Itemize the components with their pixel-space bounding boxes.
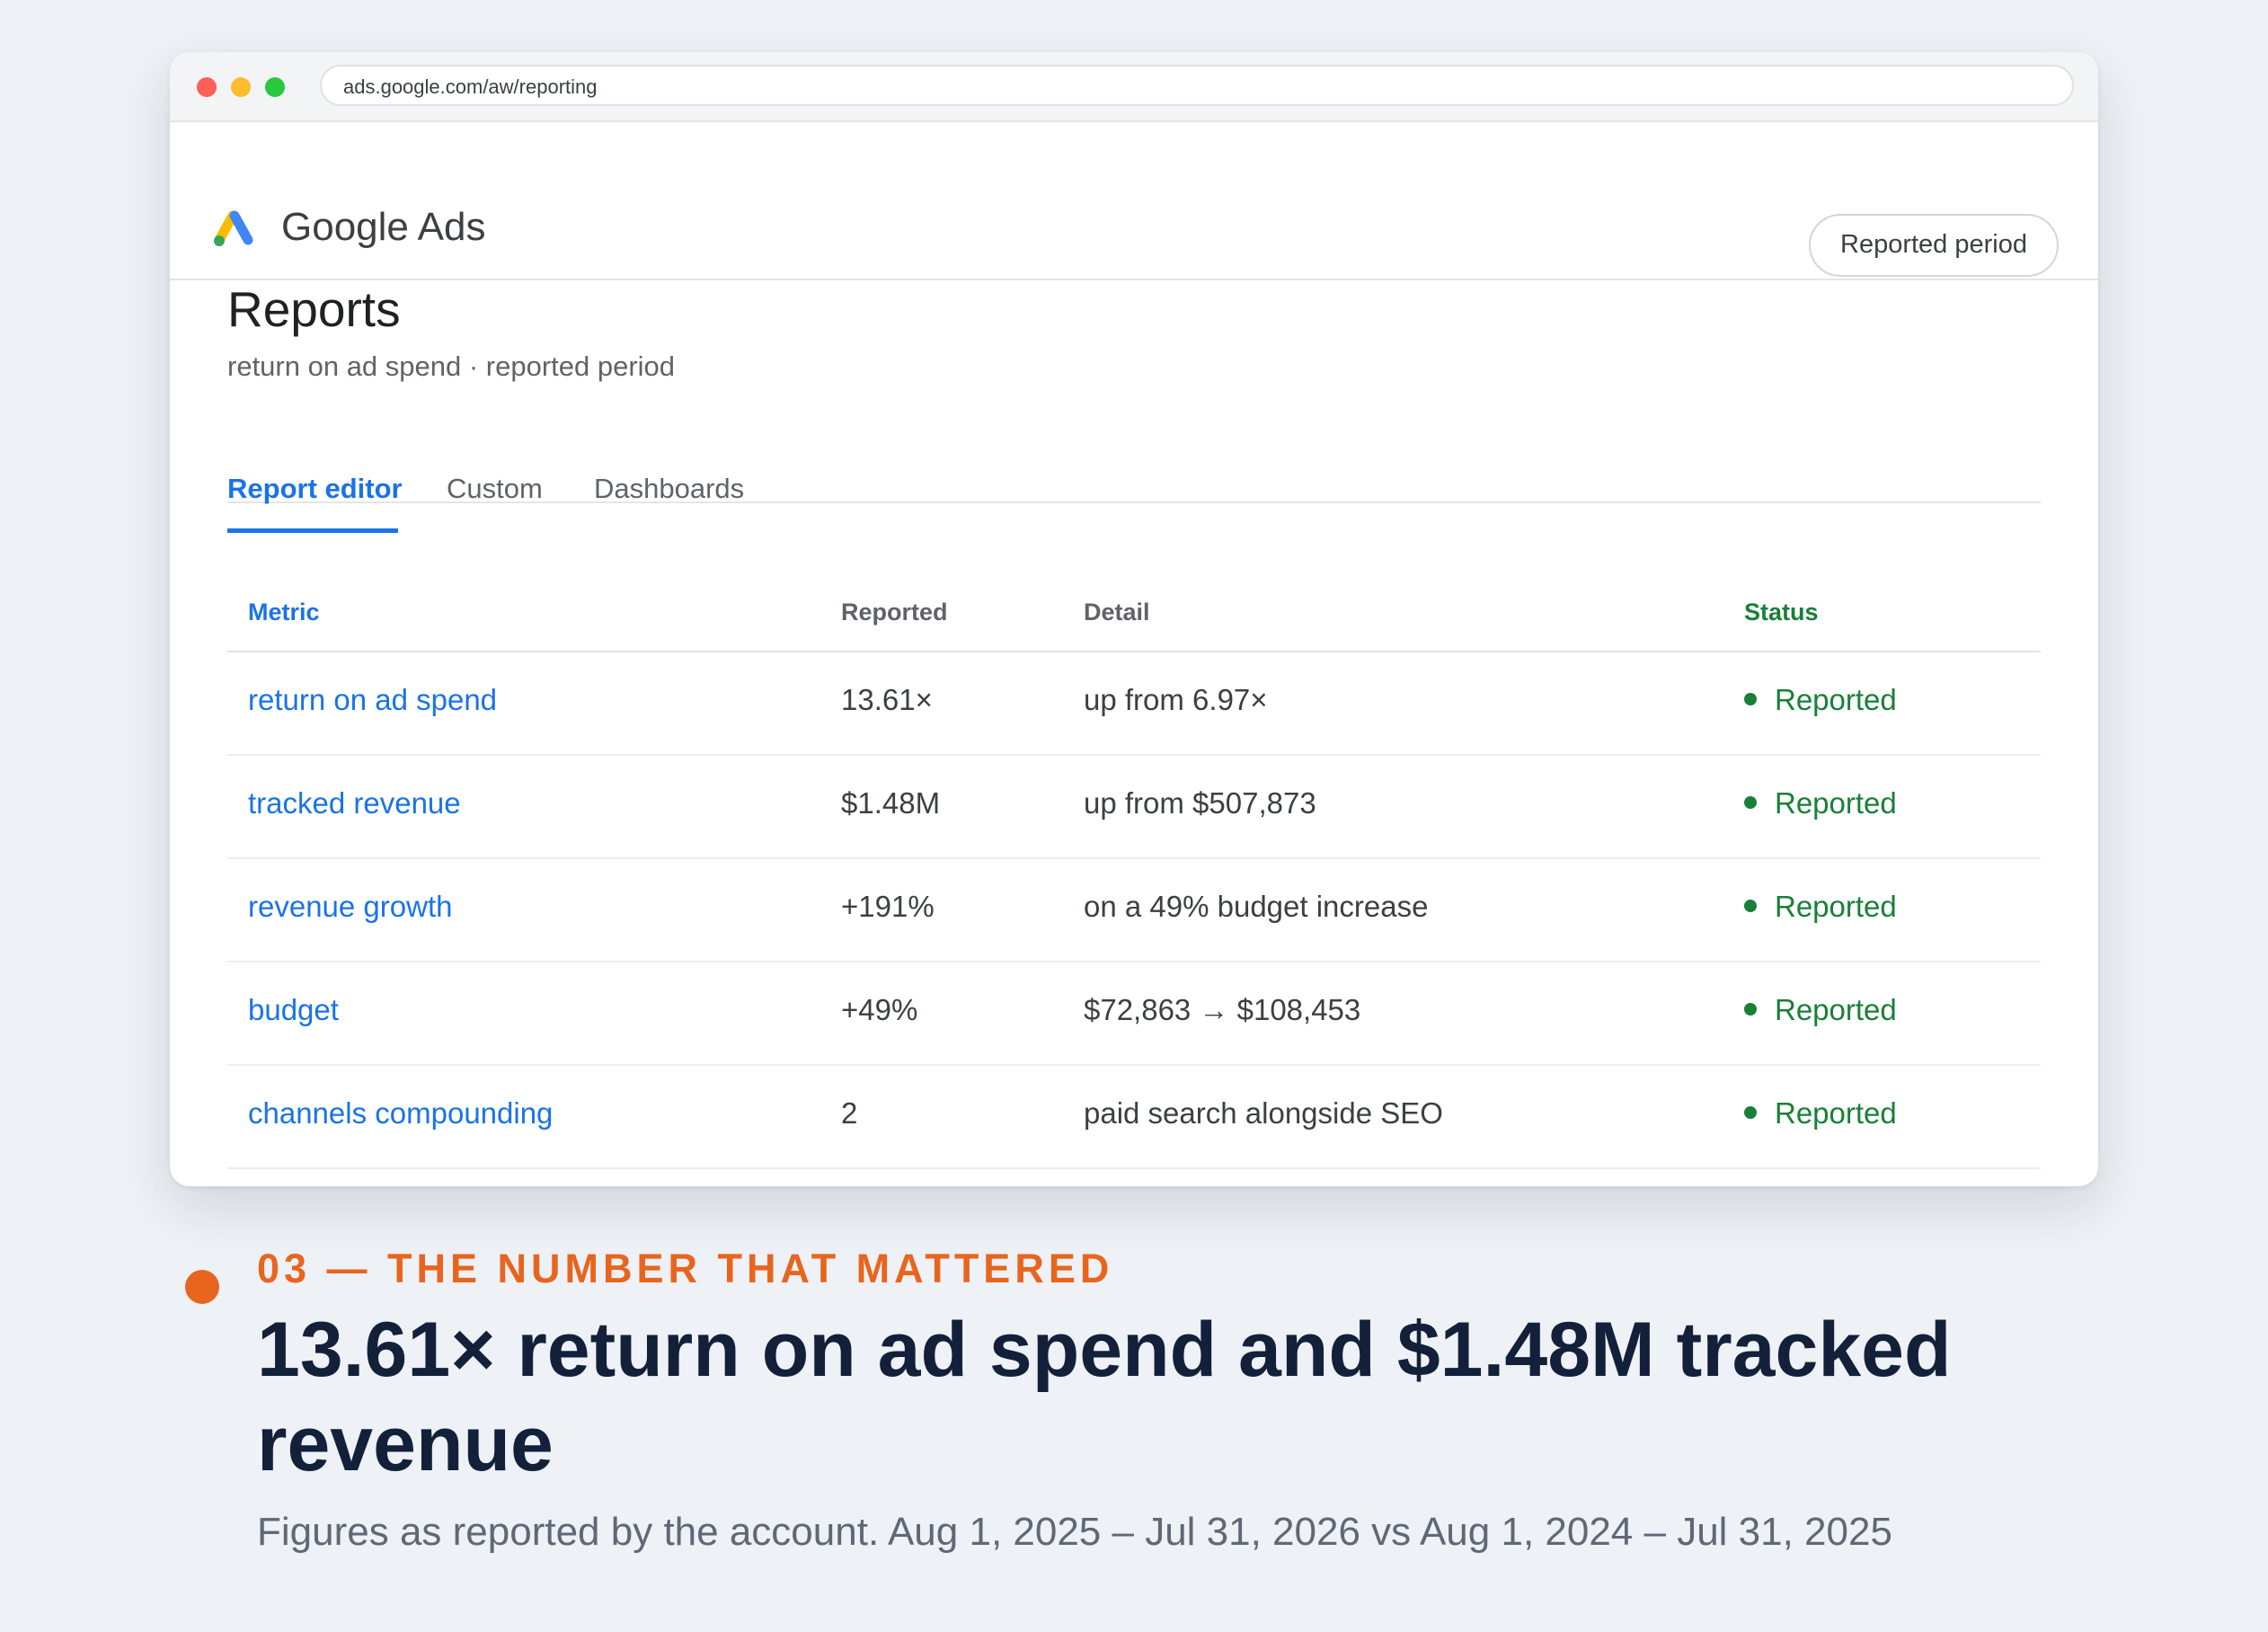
page-subtitle: return on ad spend · reported period — [227, 350, 676, 382]
app-header: Google Ads Reported period — [170, 122, 2098, 280]
metrics-table: Metric Reported Detail Status return on … — [227, 577, 2041, 1169]
callout-headline: 13.61× return on ad spend and $1.48M tra… — [257, 1307, 1952, 1487]
browser-window: ads.google.com/aw/reporting Google Ads R… — [170, 52, 2098, 1186]
column-header-reported: Reported — [841, 599, 948, 625]
metric-link[interactable]: tracked revenue — [248, 786, 461, 820]
address-bar[interactable]: ads.google.com/aw/reporting — [320, 65, 2074, 106]
status-dot-icon — [1744, 1106, 1757, 1120]
metric-link[interactable]: return on ad spend — [248, 683, 498, 716]
page-title: Reports — [227, 281, 401, 337]
table-row: channels compounding 2 paid search along… — [227, 1066, 2041, 1169]
callout-bullet-icon — [185, 1270, 219, 1304]
metric-link[interactable]: channels compounding — [248, 1096, 554, 1130]
status-label: Reported — [1775, 1096, 1897, 1130]
detail-text: up from 6.97× — [1084, 683, 1268, 716]
app-name: Google Ads — [281, 205, 486, 249]
address-bar-url: ads.google.com/aw/reporting — [343, 75, 598, 98]
callout-eyebrow: 03 — THE NUMBER THAT MATTERED — [257, 1246, 1114, 1291]
detail-text: paid search alongside SEO — [1084, 1096, 1443, 1130]
status-dot-icon — [1744, 693, 1757, 706]
status-label: Reported — [1775, 683, 1897, 716]
reported-value: +49% — [841, 993, 918, 1026]
status-label: Reported — [1775, 890, 1897, 923]
detail-text: up from $507,873 — [1084, 786, 1316, 820]
reported-value: 2 — [841, 1096, 858, 1130]
maximize-window-button[interactable] — [265, 77, 285, 97]
table-row: revenue growth +191% on a 49% budget inc… — [227, 859, 2041, 962]
reported-value: $1.48M — [841, 786, 941, 820]
reported-value: +191% — [841, 890, 935, 923]
tab-report-editor[interactable]: Report editor — [227, 473, 403, 504]
table-row: tracked revenue $1.48M up from $507,873 … — [227, 756, 2041, 859]
table-header-row: Metric Reported Detail Status — [227, 577, 2041, 652]
status-badge: Reported — [1744, 1096, 1897, 1131]
status-dot-icon — [1744, 900, 1757, 913]
metric-link[interactable]: budget — [248, 993, 339, 1026]
status-badge: Reported — [1744, 993, 1897, 1027]
reported-value: 13.61× — [841, 683, 933, 716]
column-header-detail: Detail — [1084, 599, 1150, 625]
close-window-button[interactable] — [197, 77, 217, 97]
browser-chrome: ads.google.com/aw/reporting — [170, 52, 2098, 122]
status-label: Reported — [1775, 786, 1897, 820]
tab-dashboards[interactable]: Dashboards — [594, 473, 745, 504]
active-tab-indicator — [227, 528, 398, 533]
minimize-window-button[interactable] — [231, 77, 251, 97]
reported-period-button[interactable]: Reported period — [1809, 214, 2059, 277]
callout-footnote: Figures as reported by the account. Aug … — [257, 1510, 1892, 1554]
tab-custom[interactable]: Custom — [447, 473, 543, 504]
status-badge: Reported — [1744, 890, 1897, 924]
table-row: return on ad spend 13.61× up from 6.97× … — [227, 652, 2041, 756]
status-badge: Reported — [1744, 683, 1897, 717]
detail-text: on a 49% budget increase — [1084, 890, 1429, 923]
metric-link[interactable]: revenue growth — [248, 890, 453, 923]
column-header-status: Status — [1744, 599, 1819, 625]
table-row: budget +49% $72,863 → $108,453 Reported — [227, 962, 2041, 1066]
status-badge: Reported — [1744, 786, 1897, 820]
column-header-metric: Metric — [248, 599, 320, 625]
status-dot-icon — [1744, 1003, 1757, 1016]
report-tabs: Report editor Custom Dashboards — [227, 426, 2041, 533]
google-ads-logo-icon — [214, 210, 253, 246]
status-dot-icon — [1744, 796, 1757, 810]
detail-text: $72,863 → $108,453 — [1084, 993, 1361, 1026]
status-label: Reported — [1775, 993, 1897, 1026]
